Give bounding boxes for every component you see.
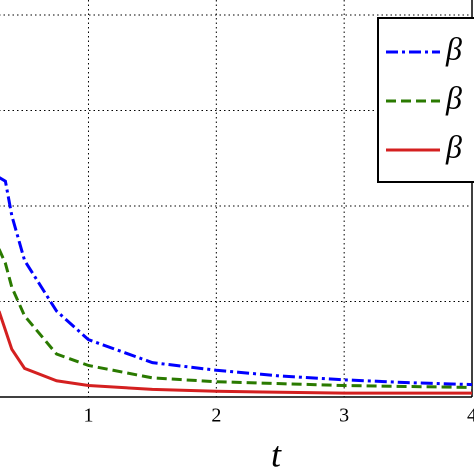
legend-label: β <box>445 128 462 164</box>
legend-label: β <box>445 30 462 66</box>
x-tick-label: 2 <box>211 405 221 427</box>
series-line <box>0 176 473 387</box>
x-tick-label: 4 <box>467 405 474 427</box>
x-tick-label: 3 <box>339 405 349 427</box>
x-tick-label: 1 <box>83 405 93 427</box>
legend: βββ <box>377 17 474 183</box>
series-line <box>0 248 473 389</box>
legend-label: β <box>445 79 462 115</box>
series-line <box>0 310 472 395</box>
x-axis-label: t <box>271 434 282 474</box>
